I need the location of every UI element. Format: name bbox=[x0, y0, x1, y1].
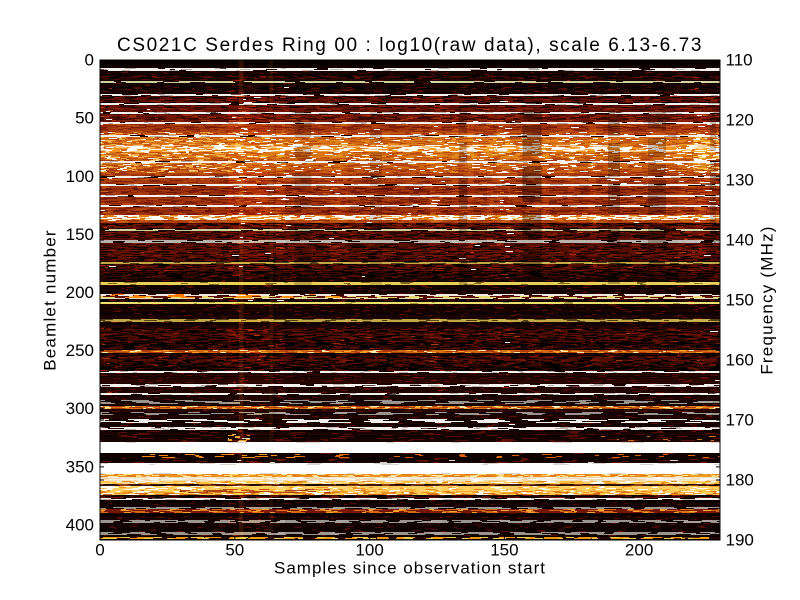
svg-text:170: 170 bbox=[726, 411, 754, 430]
svg-text:130: 130 bbox=[726, 171, 754, 190]
svg-text:350: 350 bbox=[66, 457, 94, 476]
svg-text:400: 400 bbox=[66, 516, 94, 535]
svg-text:140: 140 bbox=[726, 231, 754, 250]
svg-text:0: 0 bbox=[95, 541, 104, 560]
svg-text:300: 300 bbox=[66, 399, 94, 418]
svg-text:50: 50 bbox=[225, 541, 244, 560]
svg-text:150: 150 bbox=[66, 225, 94, 244]
svg-text:150: 150 bbox=[490, 541, 518, 560]
svg-text:200: 200 bbox=[625, 541, 653, 560]
svg-text:100: 100 bbox=[355, 541, 383, 560]
svg-text:50: 50 bbox=[75, 109, 94, 128]
svg-text:Frequency (MHz): Frequency (MHz) bbox=[758, 225, 777, 374]
svg-text:180: 180 bbox=[726, 471, 754, 490]
svg-text:190: 190 bbox=[726, 531, 754, 550]
svg-text:200: 200 bbox=[66, 283, 94, 302]
svg-text:250: 250 bbox=[66, 341, 94, 360]
svg-text:120: 120 bbox=[726, 111, 754, 130]
svg-text:0: 0 bbox=[85, 51, 94, 70]
svg-text:Samples since observation star: Samples since observation start bbox=[274, 559, 546, 578]
svg-text:Beamlet number: Beamlet number bbox=[41, 229, 60, 371]
svg-text:160: 160 bbox=[726, 351, 754, 370]
svg-text:150: 150 bbox=[726, 291, 754, 310]
svg-text:100: 100 bbox=[66, 167, 94, 186]
svg-text:CS021C Serdes Ring 00 : log10(: CS021C Serdes Ring 00 : log10(raw data),… bbox=[117, 35, 703, 56]
svg-text:110: 110 bbox=[726, 51, 753, 70]
